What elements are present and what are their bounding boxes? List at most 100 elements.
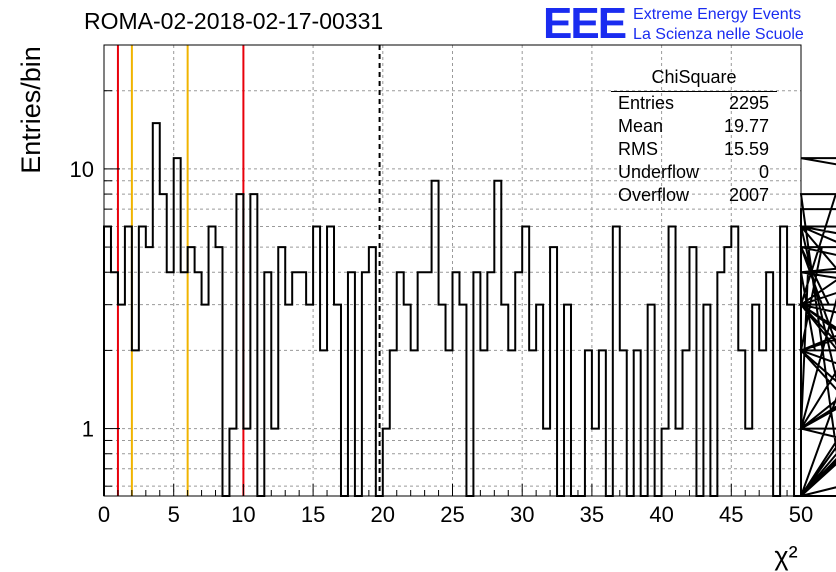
histogram-bin — [585, 350, 592, 496]
stats-row-rms: RMS 15.59 — [611, 138, 777, 161]
run-title: ROMA-02-2018-02-17-00331 — [84, 8, 384, 34]
histogram-bin — [139, 227, 146, 496]
x-tick-label: 40 — [649, 502, 673, 527]
histogram-bin — [202, 305, 209, 496]
histogram-bin — [724, 247, 731, 496]
histogram-bin — [522, 227, 529, 496]
histogram-bin — [620, 350, 627, 496]
histogram-bin — [453, 272, 460, 496]
histogram-bin — [216, 247, 223, 496]
histogram-bin — [285, 305, 292, 496]
histogram-bin — [411, 350, 418, 496]
histogram-bin — [703, 305, 710, 496]
stats-label: Underflow — [618, 162, 700, 182]
stats-value: 2295 — [728, 93, 769, 113]
histogram-bin — [564, 305, 571, 496]
stats-value: 0 — [758, 162, 769, 182]
stats-box: ChiSquare Entries 2295 Mean 19.77 RMS 15.59… — [611, 65, 777, 211]
histogram-bin — [243, 429, 250, 496]
histogram-bin — [271, 429, 278, 496]
histogram-bin — [278, 247, 285, 496]
histogram-bin — [111, 272, 118, 496]
eee-logo: EEE Extreme Energy Events La Scienza nel… — [543, 2, 804, 46]
histogram-bin — [383, 429, 390, 496]
histogram-bin — [236, 194, 243, 496]
histogram-bin — [167, 272, 174, 496]
histogram-bin — [397, 272, 404, 496]
histogram-bin — [780, 227, 787, 496]
stats-divider — [611, 91, 777, 92]
histogram-bin — [264, 272, 271, 496]
histogram-bin — [501, 305, 508, 496]
x-tick-label: 10 — [231, 502, 255, 527]
histogram-bin — [648, 305, 655, 496]
histogram-bin — [480, 350, 487, 496]
histogram-bin — [439, 305, 446, 496]
histogram-bin — [348, 272, 355, 496]
stats-row-entries: Entries 2295 — [611, 92, 777, 115]
histogram-bin — [473, 272, 480, 496]
logo-line-1: Extreme Energy Events — [633, 6, 802, 23]
histogram-bin — [362, 272, 369, 496]
histogram-bin — [299, 272, 306, 496]
histogram-bin — [745, 429, 752, 496]
histogram-bin — [292, 272, 299, 496]
histogram-bin — [459, 305, 466, 496]
histogram-bin — [104, 227, 111, 496]
stats-label: Mean — [618, 116, 664, 136]
x-tick-label: 0 — [98, 502, 110, 527]
histogram-bin — [592, 429, 599, 496]
histogram-bin — [195, 272, 202, 496]
stats-label: Overflow — [618, 185, 690, 205]
histogram-bin — [689, 247, 696, 496]
histogram-bin — [320, 350, 327, 496]
histogram-bin — [669, 227, 676, 496]
x-tick-label: 30 — [510, 502, 534, 527]
histogram-bin — [683, 350, 690, 496]
histogram-bin — [132, 350, 139, 496]
histogram-bin — [146, 247, 153, 496]
histogram-bin — [153, 123, 160, 496]
histogram-bin — [160, 194, 167, 496]
x-axis-title: χ² — [774, 541, 797, 571]
histogram-bin — [487, 272, 494, 496]
x-tick-label: 20 — [371, 502, 395, 527]
histogram-bin — [599, 350, 606, 496]
x-tick-label: 35 — [580, 502, 604, 527]
histogram-bin — [369, 247, 376, 496]
histogram-bin — [334, 305, 341, 496]
y-axis-title: Entries/bin — [16, 46, 46, 174]
stats-title: ChiSquare — [651, 67, 737, 87]
histogram-bin — [125, 227, 132, 496]
histogram-bin — [494, 181, 501, 496]
stats-row-overflow: Overflow 2007 — [611, 184, 777, 207]
histogram-bin — [306, 305, 313, 496]
histogram-bin — [634, 350, 641, 496]
x-tick-label: 50 — [789, 502, 813, 527]
histogram-bin — [731, 227, 738, 496]
y-tick-label: 10 — [70, 157, 94, 182]
histogram-bin — [181, 272, 188, 496]
histogram-bin — [717, 272, 724, 496]
logo-text: Extreme Energy Events La Scienza nelle S… — [633, 5, 804, 45]
histogram-bin — [404, 305, 411, 496]
logo-mark: EEE — [543, 0, 627, 48]
histogram-bin — [390, 350, 397, 496]
histogram-bin — [676, 429, 683, 496]
histogram-bin — [327, 227, 334, 496]
histogram-bin — [174, 158, 181, 496]
histogram-bin — [543, 429, 550, 496]
logo-line-2: La Scienza nelle Scuole — [633, 26, 804, 43]
x-tick-label: 5 — [168, 502, 180, 527]
x-tick-label: 15 — [301, 502, 325, 527]
histogram-bin — [432, 181, 439, 496]
x-tick-label: 45 — [719, 502, 743, 527]
stats-label: Entries — [618, 93, 675, 113]
stats-value: 2007 — [728, 185, 769, 205]
stats-value: 19.77 — [723, 116, 769, 136]
histogram-bin — [418, 272, 425, 496]
histogram-bin — [787, 305, 794, 496]
y-axis: 1 10 — [70, 90, 120, 487]
histogram-bin — [759, 350, 766, 496]
